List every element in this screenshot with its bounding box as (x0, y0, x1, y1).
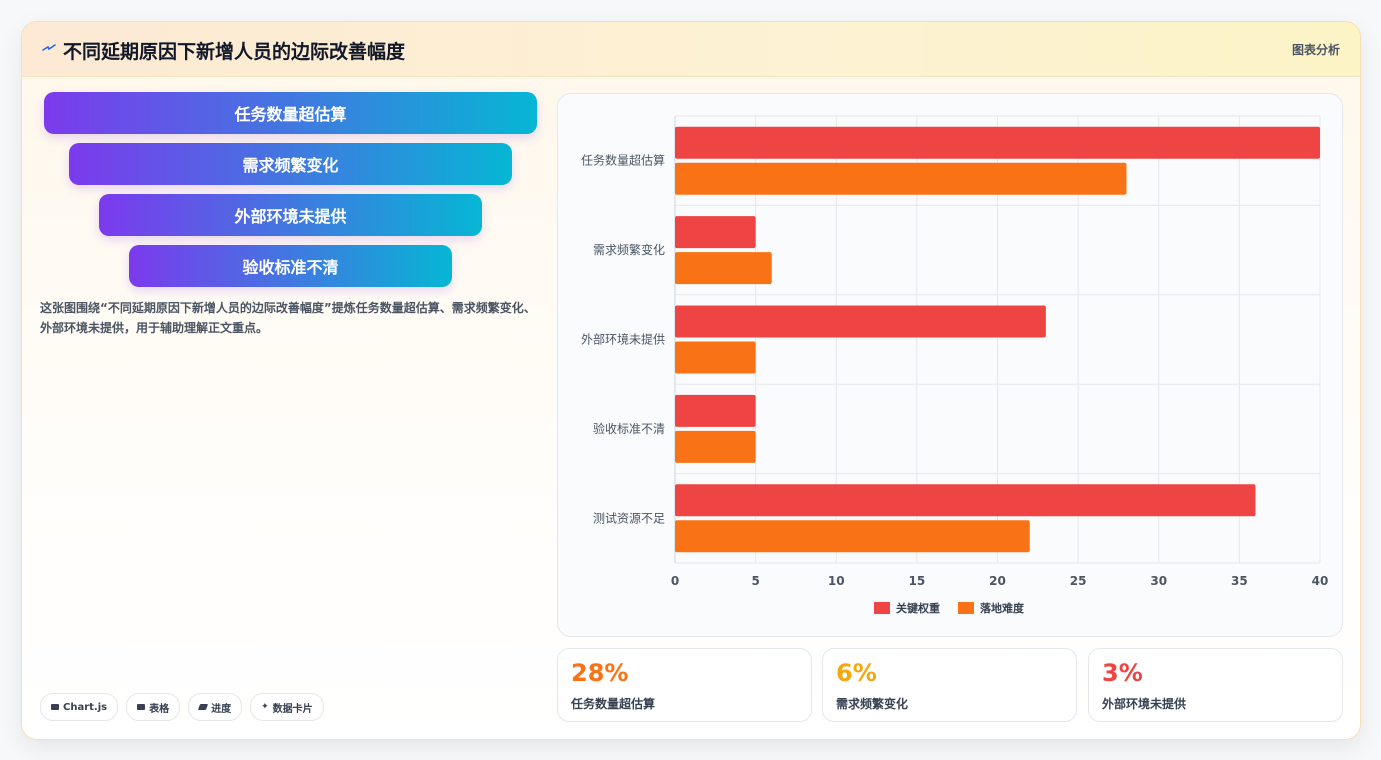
bar (675, 252, 772, 285)
bar (675, 216, 756, 249)
x-tick-label: 30 (1150, 574, 1167, 588)
bar (675, 305, 1046, 338)
chip-progress[interactable]: 进度 (188, 693, 243, 721)
funnel-item: 需求频繁变化 (69, 143, 512, 185)
funnel-label: 外部环境未提供 (234, 207, 347, 226)
x-tick-label: 25 (1070, 574, 1087, 588)
stat-card: 28% 任务数量超估算 (557, 648, 812, 722)
legend-swatch (874, 602, 890, 614)
report-card: 不同延期原因下新增人员的边际改善幅度 图表分析 任务数量超估算 需求频繁变化 外… (21, 21, 1361, 740)
table-icon (137, 704, 146, 710)
y-tick-label: 需求频繁变化 (593, 242, 665, 257)
chart-panel: 任务数量超估算需求频繁变化外部环境未提供验收标准不清 测试资源不足 0 5 10 15 20… (557, 93, 1343, 637)
x-tick-label: 35 (1231, 574, 1248, 588)
chip-label: Chart.js (63, 701, 108, 713)
chip-label: 进度 (211, 703, 232, 715)
chip-table[interactable]: 表格 (126, 693, 181, 721)
description-text: 这张图围绕“不同延期原因下新增人员的边际改善幅度”提炼任务数量超估算、需求频繁变… (40, 301, 536, 335)
progress-icon (198, 704, 209, 710)
bar (675, 394, 756, 427)
stat-value: 28% (571, 659, 629, 687)
funnel-label: 任务数量超估算 (234, 105, 347, 124)
lightning-icon (42, 44, 56, 51)
legend-label: 落地难度 (980, 601, 1025, 615)
stat-value: 3% (1102, 659, 1143, 687)
chip-list: Chart.js 表格 进度 ✦ 数据卡片 (40, 693, 324, 721)
bar (675, 126, 1320, 159)
page-title: 不同延期原因下新增人员的边际改善幅度 (63, 41, 406, 63)
y-tick-label: 验收标准不清 (593, 421, 665, 436)
y-tick-label: 外部环境未提供 (581, 332, 665, 347)
legend-label: 关键权重 (896, 601, 940, 615)
bar (675, 162, 1127, 195)
legend-swatch (958, 602, 974, 614)
x-tick-label: 15 (909, 574, 926, 588)
funnel-label: 验收标准不清 (242, 258, 339, 277)
chip-label: 表格 (149, 703, 170, 715)
funnel-item: 任务数量超估算 (44, 92, 537, 134)
funnel-item: 验收标准不清 (129, 245, 452, 287)
chip-label: 数据卡片 (272, 703, 313, 715)
stat-card: 6% 需求频繁变化 (822, 648, 1077, 722)
x-tick-label: 5 (751, 574, 759, 588)
x-tick-label: 10 (828, 574, 845, 588)
header-tag: 图表分析 (1291, 43, 1340, 57)
y-tick-label: 任务数量超估算 (581, 153, 665, 168)
stat-label: 需求频繁变化 (836, 697, 909, 711)
bar (675, 484, 1256, 517)
bar (675, 430, 756, 463)
bar (675, 520, 1030, 553)
funnel-item: 外部环境未提供 (99, 194, 482, 236)
chip-data-card[interactable]: ✦ 数据卡片 (250, 693, 324, 721)
sparkle-icon: ✦ (261, 702, 269, 712)
x-tick-label: 20 (989, 574, 1006, 588)
x-tick-label: 40 (1312, 574, 1329, 588)
bar (675, 341, 756, 374)
stat-card: 3% 外部环境未提供 (1088, 648, 1343, 722)
stat-label: 外部环境未提供 (1102, 697, 1187, 711)
chip-chartjs[interactable]: Chart.js (40, 693, 119, 721)
chart-icon (51, 704, 59, 710)
stat-value: 6% (836, 659, 877, 687)
card-header: 不同延期原因下新增人员的边际改善幅度 图表分析 (22, 22, 1360, 77)
stat-label: 任务数量超估算 (571, 697, 656, 711)
x-tick-label: 0 (671, 574, 679, 588)
y-tick-label: 测试资源不足 (593, 510, 665, 525)
funnel-label: 需求频繁变化 (242, 156, 339, 175)
